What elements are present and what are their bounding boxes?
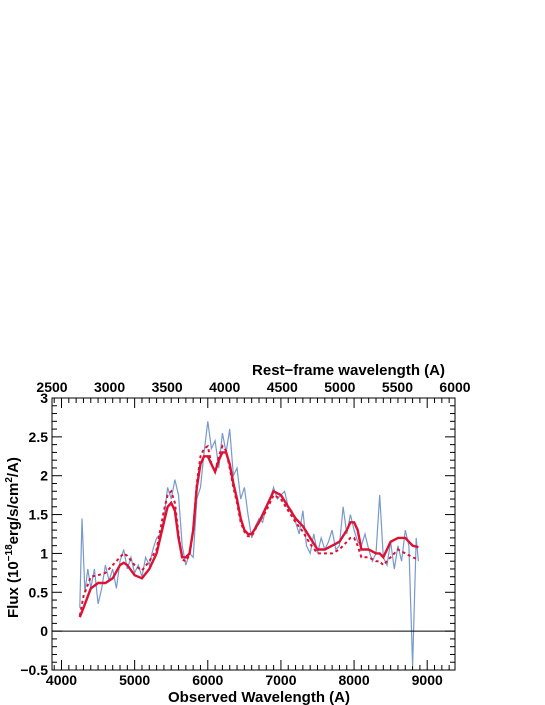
x-tick-labels: 4000 5000 6000 7000 8000 9000 [46, 398, 450, 688]
y-title-superscript: 2 [4, 477, 15, 483]
x-tick-label: 7000 [265, 672, 296, 688]
y-title-part: Flux (10 [5, 561, 22, 618]
y-tick-label: 3 [40, 390, 48, 406]
y-tick-label: 0.5 [29, 584, 49, 600]
rest-frame-tick-label: 5500 [382, 379, 413, 395]
rest-frame-axis-title: Rest−frame wavelength (A) [252, 362, 445, 379]
y-title-unit: erg/s/cm [5, 483, 22, 545]
rest-frame-tick-label: 5000 [324, 379, 355, 395]
y-tick-label: 1 [40, 545, 48, 561]
rest-frame-tick-label: 2500 [36, 379, 67, 395]
x-tick-label: 8000 [338, 672, 369, 688]
y-title-end: /A) [5, 457, 22, 477]
rest-frame-tick-label: 3500 [152, 379, 183, 395]
rest-frame-tick-label: 3000 [94, 379, 125, 395]
plot-frame [51, 397, 456, 671]
x-axis-title: Observed Wavelength (A) [168, 689, 350, 705]
x-tick-label: 9000 [412, 672, 443, 688]
y-tick-label: 0 [40, 623, 48, 639]
model-solid-line [78, 451, 419, 618]
y-tick-label: 1.5 [29, 507, 49, 523]
plot-area [52, 421, 455, 667]
x-tick-label: 4000 [46, 672, 77, 688]
rest-frame-tick-label: 4000 [209, 379, 240, 395]
y-tick-label: −0.5 [20, 662, 48, 678]
rest-frame-tick-labels: 2500 3000 3500 4000 4500 5000 5500 6000 [36, 379, 470, 395]
x-tick-label: 6000 [192, 672, 223, 688]
y-tick-label: 2.5 [29, 429, 49, 445]
rest-frame-tick-label: 4500 [267, 379, 298, 395]
x-tick-label: 5000 [119, 672, 150, 688]
rest-frame-tick-label: 6000 [439, 379, 470, 395]
observed-spectrum-line [79, 421, 419, 667]
y-title-exponent: −18 [4, 544, 15, 561]
y-tick-label: 2 [40, 468, 48, 484]
y-axis-title: Flux (10−18erg/s/cm2/A) [4, 457, 22, 618]
